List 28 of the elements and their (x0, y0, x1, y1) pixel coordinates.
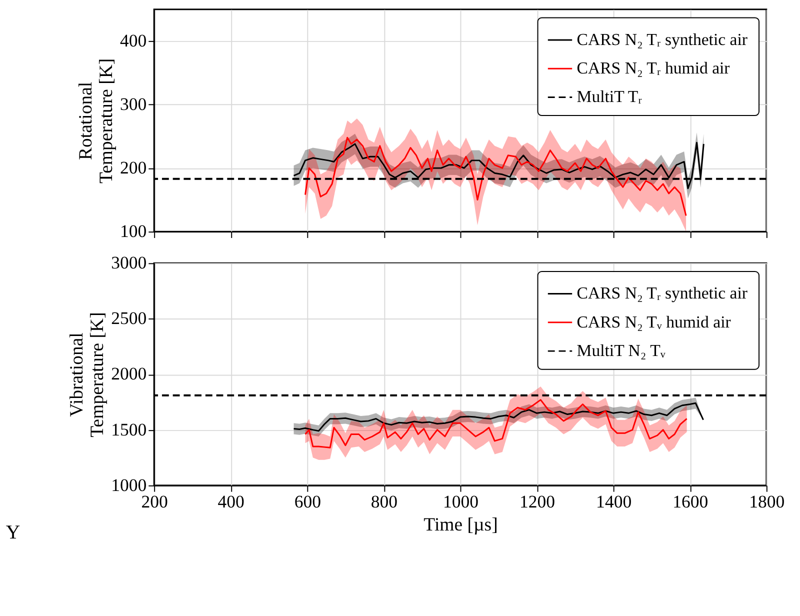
x-tick-label: 400 (218, 492, 245, 512)
x-tick-label: 1200 (520, 492, 556, 512)
x-tick-label: 1000 (442, 492, 479, 512)
x-tick-label: 1400 (596, 492, 632, 512)
legend-label: CARS N₂ Tᵣ humid air (576, 58, 730, 78)
y-axis-title: Vibrational Temperature [K] (66, 312, 108, 438)
y-tick-label: 400 (120, 30, 147, 51)
y-tick-label: 1500 (111, 419, 147, 440)
y-tick-label: 2500 (111, 308, 147, 328)
y-tick-label: 200 (120, 157, 147, 178)
y-tick-label: 3000 (111, 252, 147, 273)
x-tick-label: 800 (370, 492, 398, 512)
legend-label: MultiT N₂ Tᵥ (576, 341, 666, 360)
legend-label: CARS N₂ Tᵣ synthetic air (576, 284, 748, 303)
x-tick-label: 1600 (672, 492, 708, 512)
x-tick-label: 600 (294, 492, 322, 512)
line-series (304, 399, 688, 448)
legend-label: MultiT Tᵣ (576, 87, 642, 106)
legend-label: CARS N₂ Tᵥ humid air (576, 312, 732, 332)
y-axis-title: Rotational Temperature [K] (75, 58, 118, 184)
x-tick-label: 1800 (749, 492, 785, 512)
y-tick-label: 300 (120, 94, 147, 114)
y-tick-label: 100 (120, 220, 147, 241)
text: Y (6, 522, 20, 544)
y-tick-label: 2000 (111, 364, 147, 384)
legend-label: CARS N₂ Tᵣ synthetic air (576, 30, 748, 49)
line-series (304, 136, 687, 216)
x-axis-title: Time [µs] (424, 514, 498, 536)
